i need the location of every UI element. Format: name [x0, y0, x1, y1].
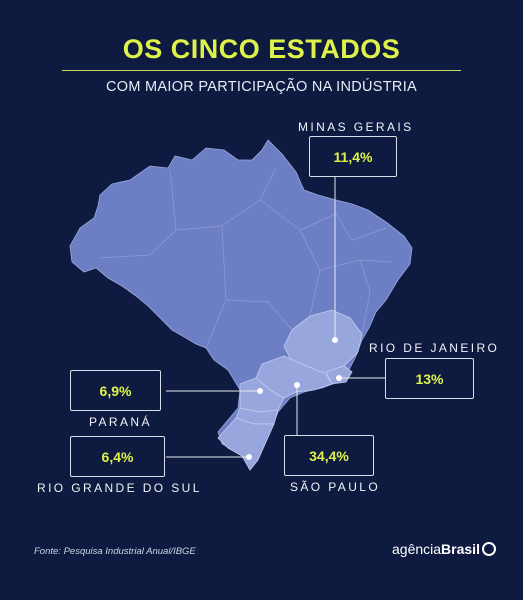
label-minas-gerais: MINAS GERAIS — [298, 120, 414, 134]
rio-de-janeiro-marker — [336, 375, 342, 381]
label-rio-de-janeiro: RIO DE JANEIRO — [369, 341, 500, 355]
title-divider — [62, 70, 461, 71]
page-subtitle: COM MAIOR PARTICIPAÇÃO NA INDÚSTRIA — [105, 79, 417, 95]
label-sao-paulo: SÃO PAULO — [290, 480, 381, 494]
page-title: OS CINCO ESTADOS — [122, 34, 401, 64]
value-box-minas-gerais: 11,4% — [309, 136, 397, 177]
rio-grande-do-sul-region — [217, 417, 275, 471]
rio-grande-do-sul-marker — [246, 454, 252, 460]
leader-lines — [166, 176, 385, 458]
logo-text-light: agência — [392, 541, 442, 557]
value-box-parana: 6,9% — [70, 370, 161, 411]
label-rio-grande-do-sul: RIO GRANDE DO SUL — [37, 481, 202, 495]
parana-marker — [257, 388, 263, 394]
logo-ring-icon — [481, 542, 496, 556]
state-borders — [99, 167, 393, 349]
label-parana: PARANÁ — [89, 415, 152, 429]
logo-text-bold: Brasil — [441, 541, 480, 557]
state-markers — [246, 337, 342, 460]
value-box-rio-grande-do-sul: 6,4% — [70, 436, 165, 477]
value-box-sao-paulo: 34,4% — [284, 435, 374, 476]
sao-paulo-marker — [294, 382, 300, 388]
agencia-brasil-logo: agência Brasil — [392, 541, 496, 557]
source-note: Fonte: Pesquisa Industrial Anual/IBGE — [34, 546, 196, 557]
value-box-rio-de-janeiro: 13% — [385, 358, 474, 399]
minas-gerais-marker — [332, 337, 338, 343]
